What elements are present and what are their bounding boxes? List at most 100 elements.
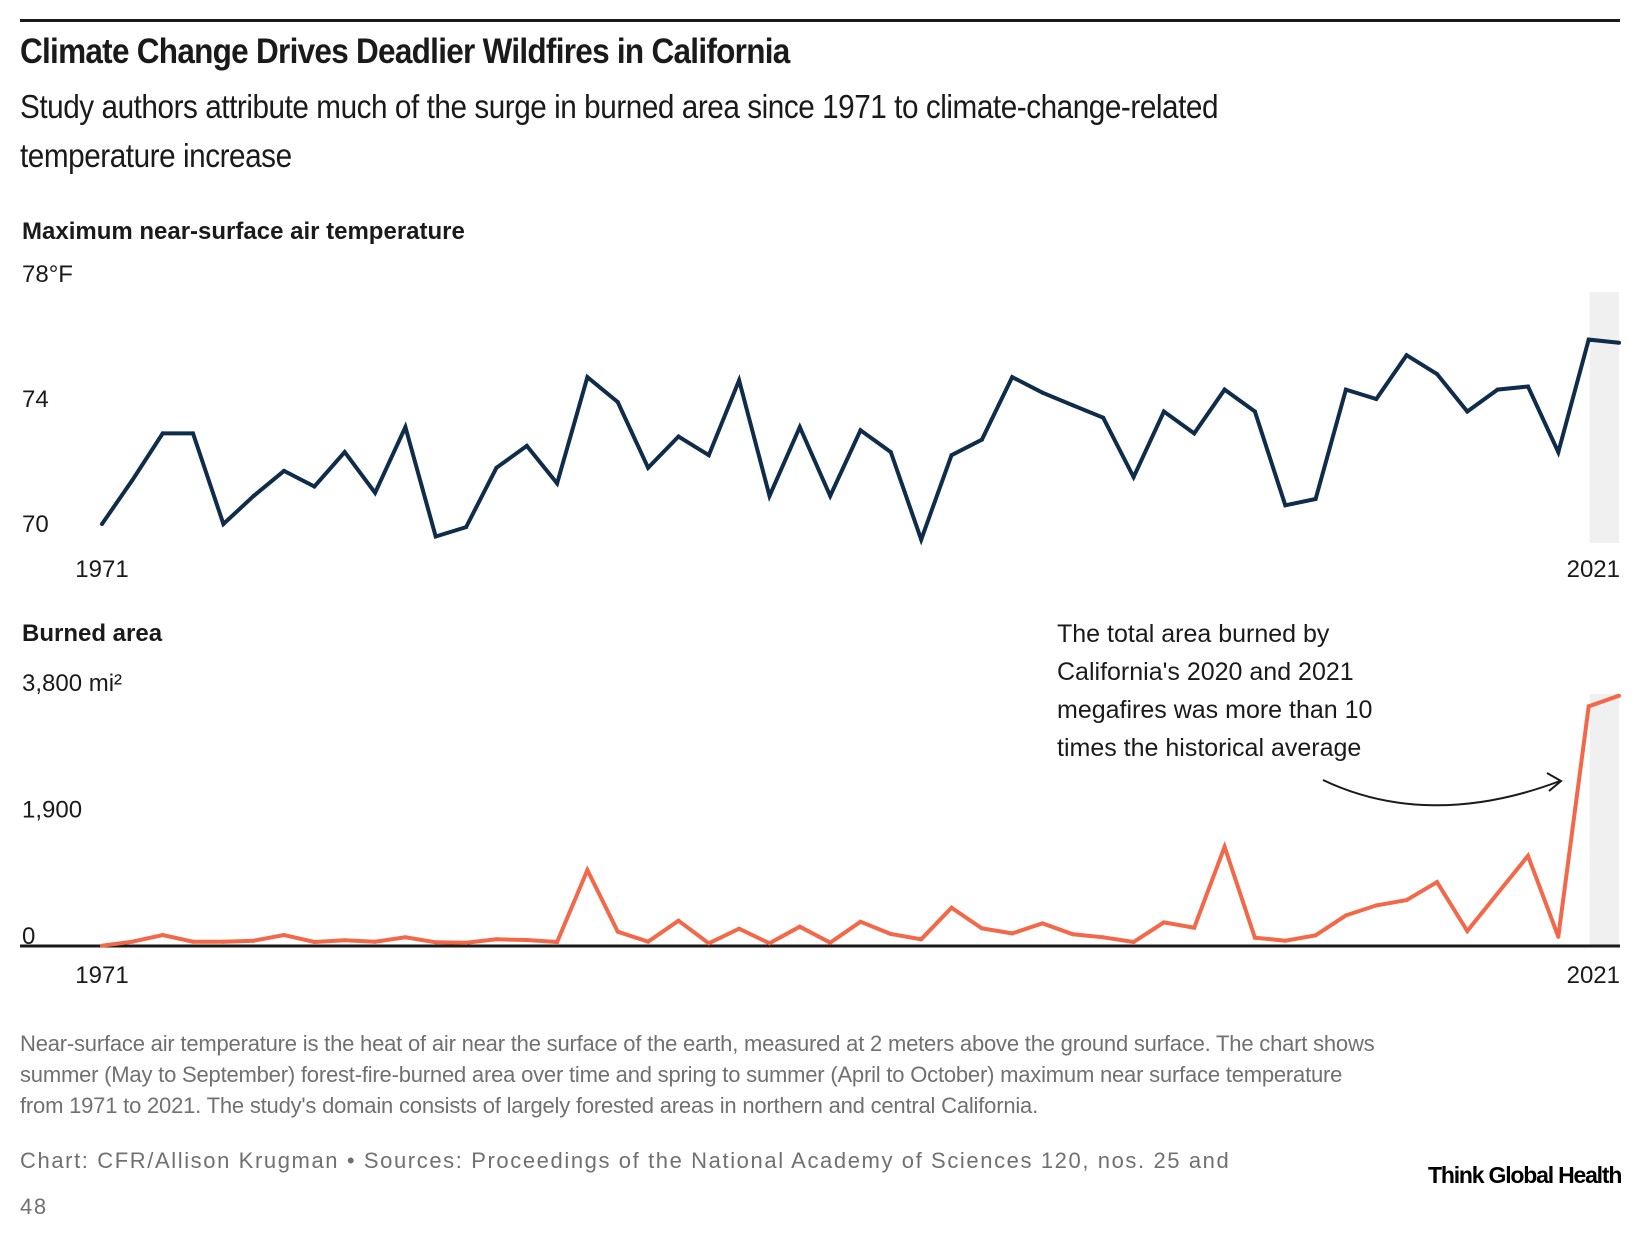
data-point-2002 — [1040, 390, 1045, 395]
x-tick-label: 2021 — [1567, 556, 1620, 583]
burned-area-x-axis: 1971 2021 — [75, 962, 1620, 989]
temperature-panel-title: Maximum near-surface air temperature — [22, 218, 465, 245]
data-point-2004 — [1101, 415, 1106, 420]
data-point-2013 — [1374, 903, 1379, 908]
data-point-1980 — [373, 490, 378, 495]
annotation-line: The total area burned by — [1057, 620, 1330, 648]
data-point-2018 — [1526, 384, 1530, 389]
data-point-2011 — [1313, 933, 1318, 938]
data-point-2019 — [1556, 934, 1561, 939]
data-point-2011 — [1313, 497, 1318, 501]
chart-subtitle: Study authors attribute much of the surg… — [20, 82, 1496, 180]
annotation-text: The total area burned by California's 20… — [1057, 615, 1372, 767]
data-point-1991 — [706, 941, 711, 946]
annotation-arrowhead-icon — [1546, 772, 1563, 792]
data-point-2001 — [1010, 375, 1015, 380]
data-point-1973 — [160, 933, 165, 937]
data-point-1993 — [767, 493, 772, 498]
data-point-2015 — [1435, 880, 1439, 885]
credit-line: Chart: CFR/Allison Krugman • Sources: Pr… — [20, 1148, 1231, 1173]
data-point-2014 — [1404, 898, 1409, 903]
data-point-2001 — [1010, 931, 1015, 936]
data-point-2016 — [1465, 929, 1470, 933]
data-point-2020 — [1586, 704, 1591, 709]
data-point-2016 — [1465, 409, 1470, 414]
data-point-1976 — [251, 938, 256, 943]
top-rule — [20, 19, 1620, 22]
data-point-1971 — [100, 522, 104, 526]
data-point-1977 — [282, 933, 286, 937]
y-tick-label: 3,800 mi² — [22, 670, 122, 697]
data-point-2012 — [1343, 913, 1348, 918]
data-point-2005 — [1131, 940, 1136, 944]
data-point-2018 — [1526, 853, 1530, 858]
data-point-1992 — [737, 378, 742, 383]
data-point-1980 — [373, 939, 378, 944]
data-point-1994 — [797, 425, 802, 430]
data-point-2010 — [1283, 938, 1288, 943]
data-point-1975 — [221, 522, 226, 526]
data-point-1999 — [949, 905, 954, 910]
data-point-1987 — [585, 868, 590, 873]
data-point-1985 — [524, 443, 529, 448]
data-point-2008 — [1222, 387, 1227, 392]
footnote: Near-surface air temperature is the heat… — [20, 1028, 1640, 1121]
data-point-1997 — [888, 932, 893, 936]
data-point-1995 — [828, 940, 833, 945]
data-point-1999 — [949, 453, 954, 458]
data-point-2000 — [979, 437, 984, 442]
subtitle-line: temperature increase — [20, 137, 292, 174]
data-point-1990 — [676, 918, 681, 923]
data-point-1996 — [858, 919, 863, 924]
data-point-1985 — [524, 938, 529, 942]
annotation-line: California's 2020 and 2021 — [1057, 658, 1354, 686]
data-point-2014 — [1404, 353, 1409, 358]
data-point-2004 — [1101, 935, 1106, 940]
annotation-line: times the historical average — [1057, 734, 1362, 762]
burned-area-series-line — [101, 693, 1620, 948]
temperature-points — [100, 337, 1621, 542]
data-point-1981 — [403, 425, 408, 430]
x-tick-label: 2021 — [1567, 962, 1620, 989]
temperature-series-line — [100, 337, 1620, 546]
annotation-arrow — [1322, 779, 1561, 807]
data-point-1977 — [282, 468, 286, 473]
data-point-2002 — [1040, 921, 1045, 926]
data-point-2017 — [1495, 387, 1500, 392]
data-point-1996 — [858, 428, 863, 433]
data-point-1995 — [828, 493, 833, 498]
data-point-2021 — [1617, 340, 1621, 345]
data-point-2006 — [1161, 409, 1166, 414]
footnote-line: from 1971 to 2021. The study's domain co… — [20, 1093, 1038, 1118]
data-point-1978 — [312, 484, 317, 489]
data-point-1990 — [676, 434, 681, 439]
data-point-2009 — [1252, 409, 1257, 414]
highlight-band-burned-area — [1589, 694, 1619, 946]
data-point-1988 — [615, 929, 620, 934]
data-point-2012 — [1343, 387, 1348, 392]
data-point-1978 — [312, 940, 317, 944]
data-point-2007 — [1192, 431, 1197, 436]
data-point-1972 — [130, 478, 135, 483]
data-point-1979 — [342, 938, 347, 943]
data-point-1992 — [737, 926, 742, 931]
subtitle-line: Study authors attribute much of the surg… — [20, 88, 1219, 125]
data-point-2003 — [1070, 403, 1075, 408]
data-point-2010 — [1283, 503, 1288, 508]
data-point-1983 — [464, 525, 469, 530]
data-point-1998 — [919, 537, 924, 542]
burned-area-y-axis: 0 1,900 3,800 mi² — [22, 670, 122, 950]
data-point-1986 — [555, 940, 560, 944]
source-credit: Chart: CFR/Allison Krugman • Sources: Pr… — [20, 1138, 1420, 1230]
burned-area-panel-title: Burned area — [22, 620, 163, 647]
burned-area-points — [100, 693, 1621, 948]
x-tick-label: 1971 — [75, 556, 128, 583]
y-tick-label: 74 — [22, 386, 49, 413]
data-point-1974 — [191, 431, 195, 436]
data-point-2008 — [1222, 844, 1227, 849]
chart-title: Climate Change Drives Deadlier Wildfires… — [20, 32, 790, 71]
data-point-1987 — [585, 375, 590, 380]
data-point-2000 — [979, 926, 984, 931]
x-tick-label: 1971 — [75, 962, 128, 989]
y-tick-label: 70 — [22, 511, 49, 538]
